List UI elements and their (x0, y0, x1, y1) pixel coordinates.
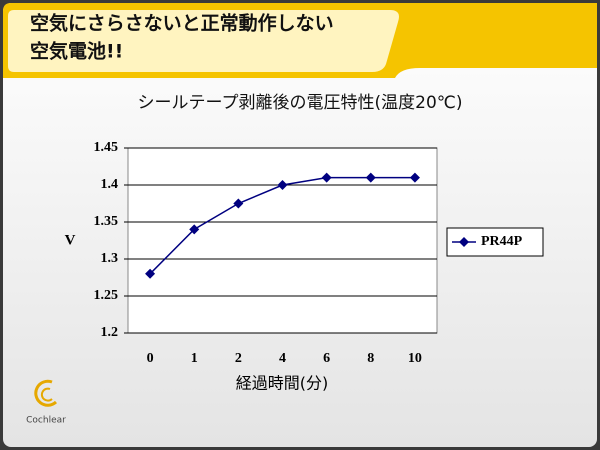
x-tick-label: 6 (323, 351, 330, 366)
x-tick-label: 4 (279, 351, 286, 366)
y-tick-label: 1.2 (101, 325, 119, 340)
data-point (233, 198, 244, 209)
logo-mark (40, 387, 53, 402)
plot-area (127, 147, 438, 334)
logo: Cochlear (26, 379, 66, 426)
header-line: 空気電池!! (30, 40, 123, 63)
legend-marker (459, 237, 469, 247)
x-tick-label: 10 (408, 351, 422, 366)
x-tick-label: 1 (191, 351, 198, 366)
y-tick-label: 1.35 (94, 214, 119, 229)
chart-title: シールテープ剥離後の電圧特性(温度20℃) (138, 93, 463, 113)
logo-mark (34, 379, 58, 407)
data-point (321, 172, 332, 183)
y-tick-label: 1.25 (94, 288, 119, 303)
y-tick-label: 1.3 (101, 251, 119, 266)
legend-label: PR44P (481, 234, 523, 249)
data-point (365, 172, 376, 183)
x-tick-label: 2 (235, 351, 242, 366)
header-line: 空気にさらさないと正常動作しない (30, 12, 334, 35)
x-axis-label: 経過時間(分) (236, 374, 329, 393)
header-panel (8, 10, 399, 72)
data-point (145, 268, 156, 279)
y-axis-label: V (65, 232, 76, 248)
y-tick-label: 1.45 (94, 140, 119, 155)
x-tick-label: 8 (367, 351, 374, 366)
data-point (409, 172, 420, 183)
logo-text: Cochlear (26, 416, 66, 426)
data-point (277, 180, 288, 190)
data-point (189, 224, 200, 235)
y-tick-label: 1.4 (101, 177, 119, 192)
x-tick-label: 0 (147, 351, 154, 366)
